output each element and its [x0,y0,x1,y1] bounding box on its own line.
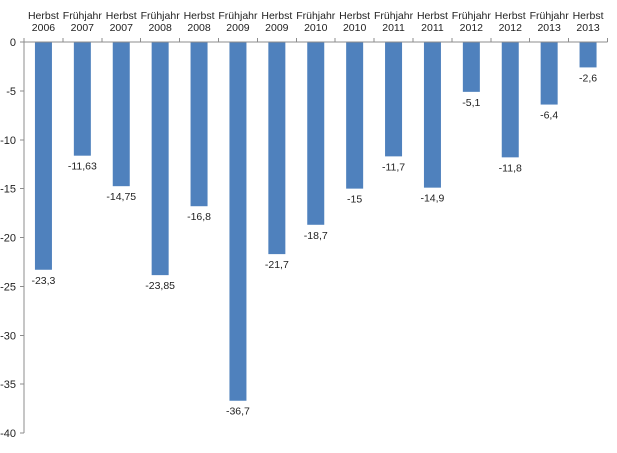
data-label: -36,7 [226,406,250,418]
bar [73,42,91,156]
bar [346,42,364,189]
x-tick-label: Frühjahr 2010 [296,10,336,34]
y-axis: 0 -5 -10 -15 -20 -25 -30 -35 -40 [0,37,25,440]
data-label: -15 [347,194,362,206]
y-tick-label: -35 [0,379,16,391]
data-label: -16,8 [187,211,211,223]
x-tick-label: Herbst 2006 [28,10,59,34]
bar [190,42,208,207]
x-tick-label: Herbst 2010 [339,10,370,34]
x-tick-label: Frühjahr 2011 [374,10,414,34]
x-tick-label: Herbst 2013 [573,10,604,34]
data-label: -6,4 [540,110,558,122]
x-tick-label: Herbst 2012 [495,10,526,34]
x-tick-label: Frühjahr 2012 [452,10,492,34]
bar [462,42,480,92]
y-tick-label: -10 [0,135,16,147]
bars [34,42,597,401]
data-label: -21,7 [265,259,289,271]
data-label: -23,3 [31,275,55,287]
y-tick-label: 0 [10,37,16,49]
y-tick-label: -40 [0,428,16,440]
y-tick-label: -5 [6,86,16,98]
bar [307,42,325,225]
data-labels: -23,3 -11,63 -14,75 -23,85 -16,8 -36,7 -21,7 -1… [31,72,597,417]
bar [112,42,130,187]
x-tick-label: Frühjahr 2013 [530,10,570,34]
data-label: -23,85 [145,280,175,292]
data-label: -11,7 [382,161,405,173]
x-tick-label: Herbst 2007 [106,10,137,34]
y-tick-label: -30 [0,330,16,342]
data-label: -18,7 [304,230,328,242]
bar [501,42,519,158]
data-label: -2,6 [579,72,597,84]
x-tick-label: Herbst 2008 [184,10,215,34]
y-tick-label: -15 [0,184,16,196]
x-tick-label: Frühjahr 2009 [218,10,258,34]
y-tick-label: -20 [0,233,16,245]
bar [151,42,169,276]
bar [34,42,52,270]
bar [268,42,286,255]
bar [423,42,441,188]
x-tick-label: Herbst 2011 [417,10,448,34]
data-label: -5,1 [462,97,480,109]
data-label: -11,8 [499,162,522,174]
bar [579,42,597,68]
x-tick-label: Frühjahr 2007 [63,10,103,34]
data-label: -11,63 [68,161,97,173]
data-label: -14,75 [106,191,136,203]
bar [540,42,558,105]
data-label: -14,9 [420,193,444,205]
y-tick-label: -25 [0,281,16,293]
bar [229,42,247,401]
x-tick-label: Frühjahr 2008 [141,10,181,34]
x-tick-label: Herbst 2009 [261,10,292,34]
bar [385,42,403,157]
